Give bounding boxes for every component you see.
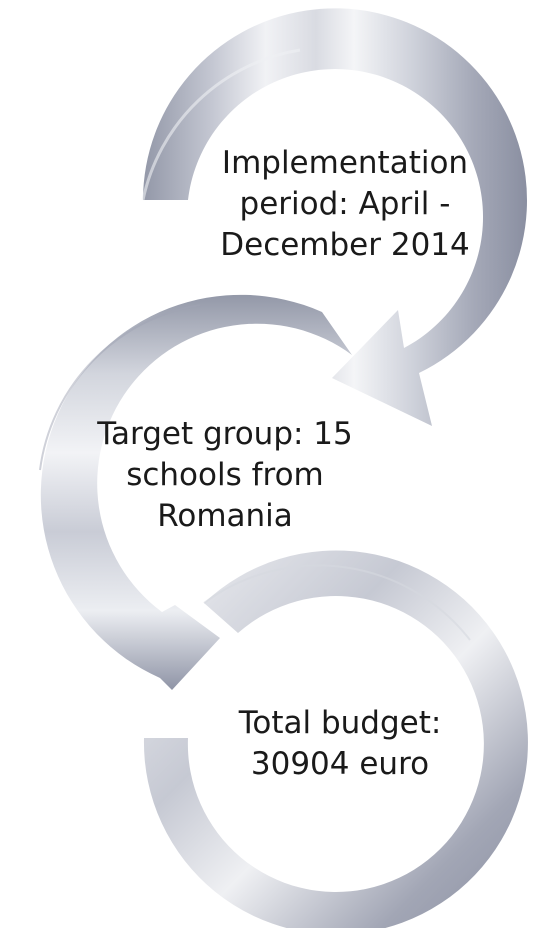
step-1-label: Implementation period: April - December … bbox=[220, 145, 470, 263]
step-3-label: Total budget: 30904 euro bbox=[238, 705, 442, 782]
curved-arrow-2 bbox=[39, 294, 353, 690]
step-2-label: Target group: 15 schools from Romania bbox=[97, 416, 353, 534]
ring-segment-3 bbox=[143, 550, 528, 928]
curved-arrow-1 bbox=[141, 8, 527, 427]
